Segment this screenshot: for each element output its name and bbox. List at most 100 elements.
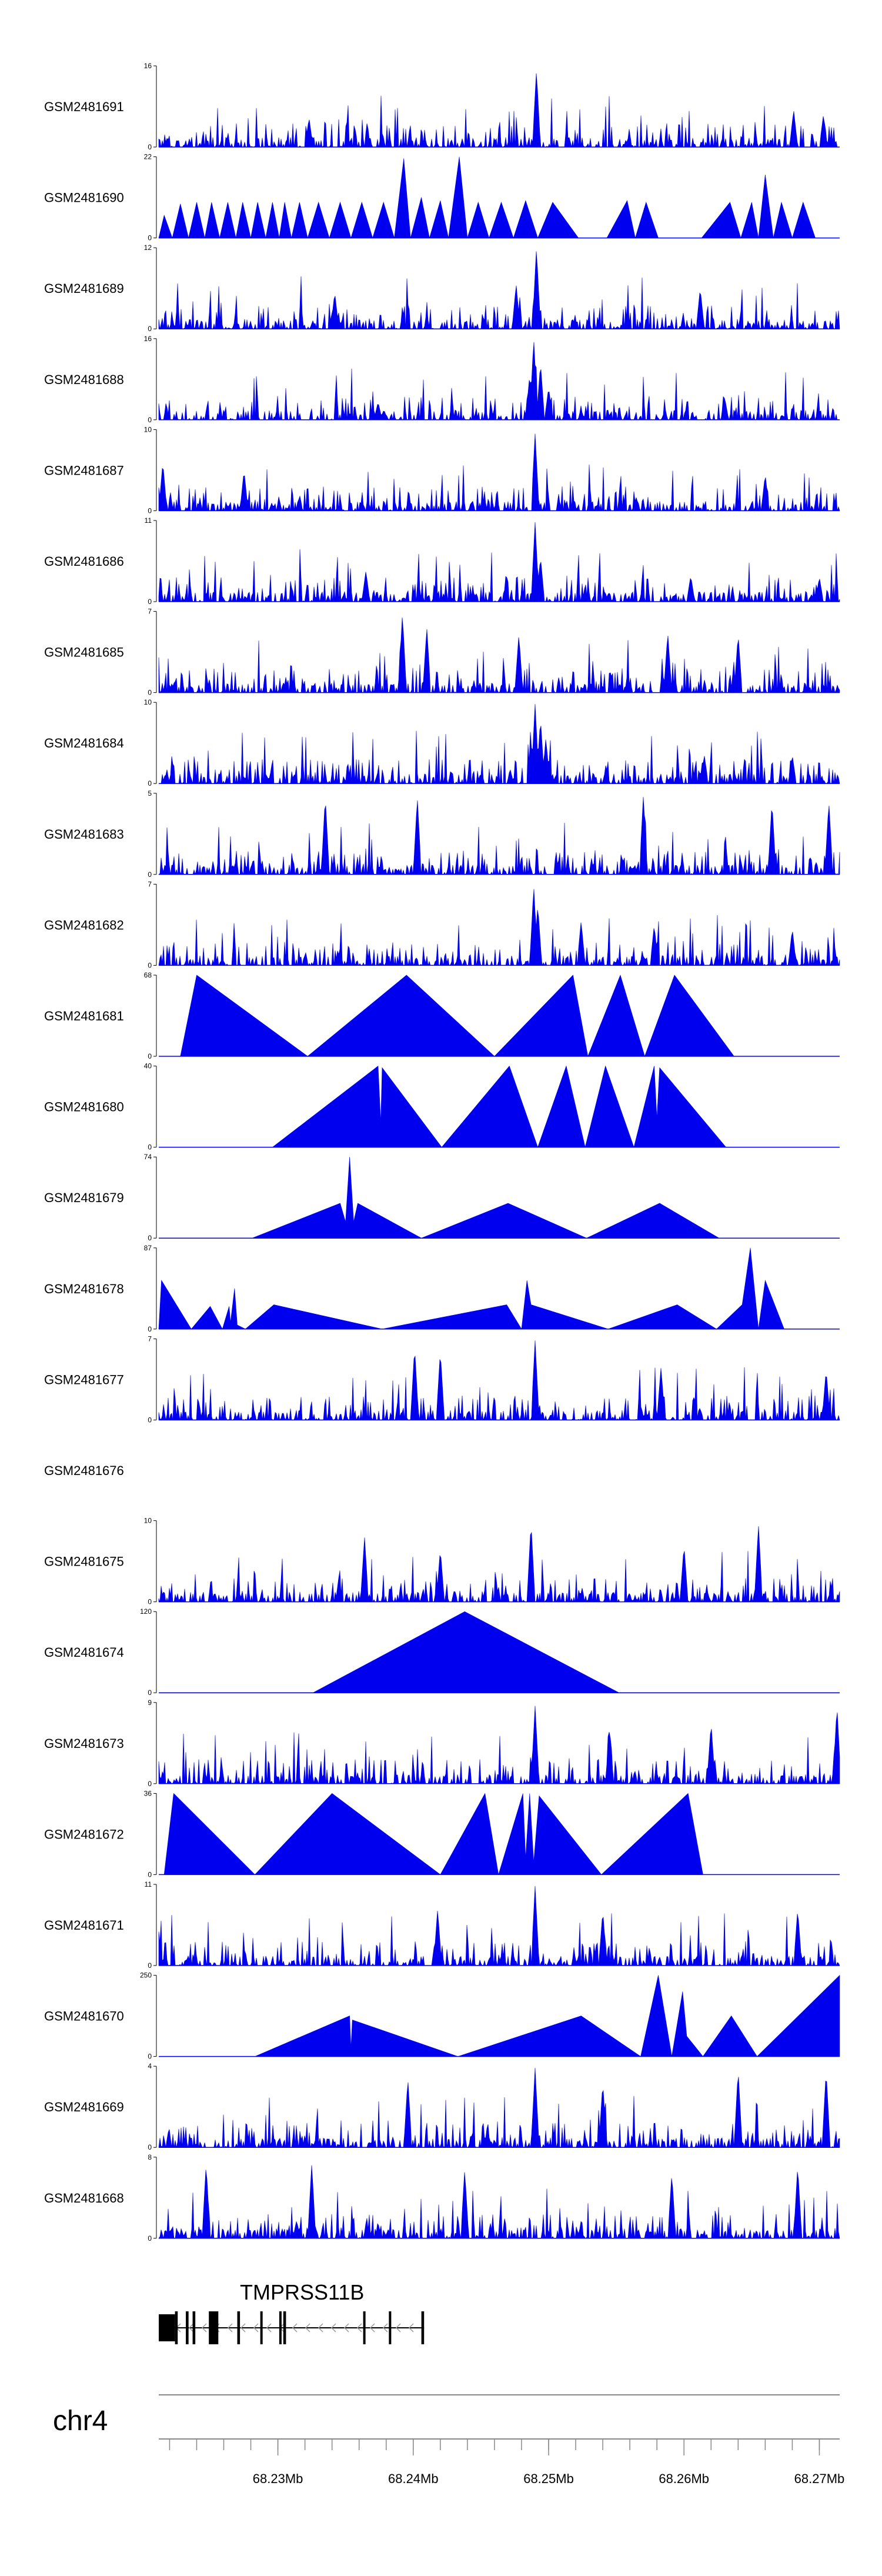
y-zero-label: 0 bbox=[148, 1052, 152, 1060]
y-zero-label: 0 bbox=[148, 2143, 152, 2151]
y-max-label: 11 bbox=[145, 1880, 152, 1888]
track-label: GSM2481676 bbox=[44, 1463, 124, 1478]
y-zero-label: 0 bbox=[148, 779, 152, 788]
track-GSM2481681: GSM2481681 68 0 bbox=[44, 971, 840, 1060]
gene-name-label: TMPRSS11B bbox=[240, 2280, 364, 2304]
coverage-area bbox=[158, 433, 840, 512]
y-zero-label: 0 bbox=[148, 325, 152, 333]
strand-arrow bbox=[369, 2323, 375, 2333]
y-zero-label: 0 bbox=[148, 1961, 152, 1970]
track-GSM2481684: GSM2481684 10 0 bbox=[44, 698, 840, 788]
y-max-label: 250 bbox=[140, 1971, 152, 1980]
genome-axis-track: chr4 68.23Mb 68.24Mb 68.25Mb 68.26Mb 68.27Mb bbox=[53, 2394, 844, 2486]
strand-arrow bbox=[240, 2323, 246, 2333]
track-GSM2481675: GSM2481675 10 0 bbox=[44, 1517, 840, 1606]
track-label: GSM2481683 bbox=[44, 827, 124, 842]
coverage-area bbox=[159, 1157, 840, 1239]
track-label: GSM2481675 bbox=[44, 1554, 124, 1569]
gene-annotation-track: TMPRSS11B bbox=[159, 2280, 425, 2344]
coverage-area bbox=[158, 617, 840, 693]
track-GSM2481688: GSM2481688 16 0 bbox=[44, 335, 840, 424]
exon bbox=[209, 2311, 219, 2344]
y-zero-label: 0 bbox=[148, 1598, 152, 1606]
coverage-area bbox=[158, 797, 840, 875]
track-GSM2481678: GSM2481678 87 0 bbox=[44, 1244, 840, 1333]
track-GSM2481676: GSM2481676 bbox=[44, 1463, 124, 1478]
strand-arrow bbox=[343, 2323, 349, 2333]
coverage-area bbox=[159, 1974, 840, 2057]
genome-axis-ticks: 68.23Mb 68.24Mb 68.25Mb 68.26Mb 68.27Mb bbox=[169, 2439, 844, 2486]
track-label: GSM2481678 bbox=[44, 1282, 124, 1296]
coverage-area bbox=[158, 2165, 840, 2239]
y-max-label: 40 bbox=[144, 1062, 152, 1070]
track-GSM2481670: GSM2481670 250 0 bbox=[44, 1971, 840, 2061]
coverage-area bbox=[159, 1611, 840, 1693]
y-max-label: 22 bbox=[144, 153, 152, 161]
exon bbox=[159, 2314, 175, 2341]
y-max-label: 10 bbox=[144, 1517, 152, 1525]
track-label: GSM2481687 bbox=[44, 463, 124, 478]
exon bbox=[389, 2311, 392, 2344]
y-zero-label: 0 bbox=[148, 1143, 152, 1152]
track-label: GSM2481671 bbox=[44, 1918, 124, 1933]
track-label: GSM2481691 bbox=[44, 99, 124, 114]
coverage-area bbox=[158, 1706, 840, 1784]
track-GSM2481669: GSM2481669 4 0 bbox=[44, 2062, 840, 2151]
y-max-label: 7 bbox=[148, 608, 152, 616]
coverage-area bbox=[158, 1247, 840, 1330]
track-label: GSM2481680 bbox=[44, 1100, 124, 1115]
y-zero-label: 0 bbox=[148, 506, 152, 515]
track-label: GSM2481690 bbox=[44, 191, 124, 205]
axis-tick-label: 68.26Mb bbox=[659, 2471, 709, 2486]
y-max-label: 5 bbox=[148, 789, 152, 798]
strand-arrow bbox=[292, 2323, 298, 2333]
y-zero-label: 0 bbox=[148, 1325, 152, 1333]
strand-arrow bbox=[266, 2323, 272, 2333]
exon bbox=[260, 2311, 263, 2344]
y-max-label: 68 bbox=[144, 971, 152, 979]
track-GSM2481674: GSM2481674 120 0 bbox=[44, 1607, 840, 1697]
track-GSM2481686: GSM2481686 11 0 bbox=[44, 516, 840, 606]
y-max-label: 7 bbox=[148, 880, 152, 888]
exon bbox=[192, 2311, 196, 2344]
exon bbox=[283, 2311, 286, 2344]
track-GSM2481679: GSM2481679 74 0 bbox=[44, 1153, 840, 1242]
y-max-label: 74 bbox=[144, 1153, 152, 1161]
coverage-area bbox=[158, 522, 840, 603]
y-max-label: 16 bbox=[144, 62, 152, 70]
coverage-area bbox=[159, 704, 840, 785]
y-zero-label: 0 bbox=[148, 870, 152, 879]
y-zero-label: 0 bbox=[148, 234, 152, 242]
track-GSM2481672: GSM2481672 36 0 bbox=[44, 1789, 840, 1878]
gene-exons bbox=[159, 2311, 425, 2344]
y-zero-label: 0 bbox=[148, 416, 152, 424]
track-label: GSM2481672 bbox=[44, 1827, 124, 1841]
y-max-label: 16 bbox=[144, 335, 152, 343]
track-GSM2481690: GSM2481690 22 0 bbox=[44, 153, 840, 242]
axis-tick-label: 68.25Mb bbox=[523, 2471, 574, 2486]
strand-arrow bbox=[253, 2323, 259, 2333]
strand-arrow bbox=[227, 2323, 233, 2333]
track-label: GSM2481668 bbox=[44, 2191, 124, 2205]
exon bbox=[421, 2311, 425, 2344]
strand-arrow bbox=[395, 2323, 401, 2333]
strand-arrow bbox=[318, 2323, 323, 2333]
exon bbox=[363, 2311, 366, 2344]
exon bbox=[186, 2311, 189, 2344]
track-GSM2481691: GSM2481691 16 0 bbox=[44, 62, 840, 151]
track-label: GSM2481688 bbox=[44, 372, 124, 387]
strand-arrow bbox=[188, 2323, 194, 2333]
coverage-area bbox=[158, 73, 840, 148]
coverage-area bbox=[158, 1340, 840, 1421]
y-max-label: 7 bbox=[148, 1334, 152, 1343]
track-label: GSM2481689 bbox=[44, 281, 124, 296]
coverage-area bbox=[158, 1886, 840, 1967]
chromosome-label: chr4 bbox=[53, 2405, 108, 2437]
y-max-label: 4 bbox=[148, 2062, 152, 2070]
exon bbox=[237, 2311, 240, 2344]
track-label: GSM2481685 bbox=[44, 645, 124, 660]
y-max-label: 11 bbox=[145, 516, 152, 525]
coverage-area bbox=[158, 156, 840, 239]
strand-arrow bbox=[305, 2323, 310, 2333]
strand-arrow bbox=[356, 2323, 362, 2333]
